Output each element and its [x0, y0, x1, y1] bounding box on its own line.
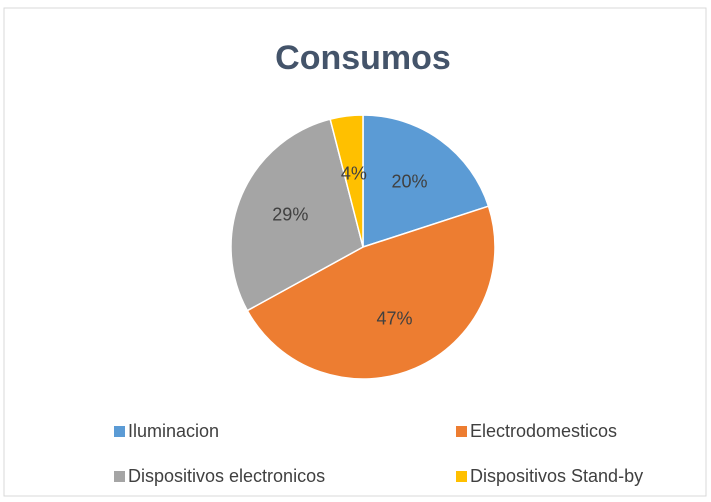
- data-label: 20%: [392, 172, 428, 192]
- pie-slice: [362, 114, 490, 249]
- legend-swatch: [114, 471, 125, 482]
- chart-title: Consumos: [275, 39, 451, 77]
- data-label: 29%: [272, 204, 308, 224]
- data-label: 4%: [341, 164, 367, 184]
- pie-slice: [246, 205, 496, 380]
- data-label: 47%: [376, 308, 412, 328]
- legend-swatch: [114, 426, 125, 437]
- legend-swatch: [456, 471, 467, 482]
- pie-slice: [230, 118, 364, 312]
- legend-label: Electrodomesticos: [470, 421, 617, 441]
- legend-label: Dispositivos Stand-by: [470, 466, 643, 486]
- legend-swatch: [456, 426, 467, 437]
- legend-label: Dispositivos electronicos: [128, 466, 325, 486]
- pie-slice: [329, 114, 364, 248]
- legend-label: Iluminacion: [128, 421, 219, 441]
